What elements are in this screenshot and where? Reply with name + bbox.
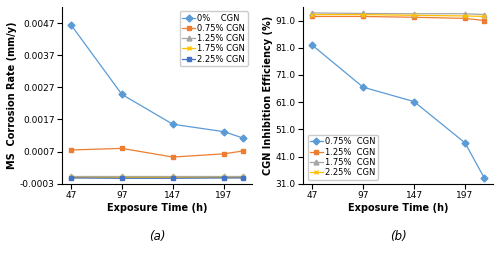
- 0%    CGN: [119, 93, 125, 96]
- 1.75% CGN: [221, 175, 227, 178]
- 0.75%  CGN: [462, 141, 468, 144]
- 1.25% CGN: [221, 174, 227, 177]
- 0%    CGN: [221, 130, 227, 133]
- Line: 1.75% CGN: 1.75% CGN: [68, 174, 246, 179]
- 1.75% CGN: [240, 175, 246, 178]
- 0.75% CGN: [221, 152, 227, 155]
- 1.25%  CGN: [411, 16, 417, 19]
- 1.25%  CGN: [462, 17, 468, 20]
- Line: 0.75% CGN: 0.75% CGN: [68, 146, 246, 160]
- 1.25%  CGN: [482, 19, 488, 22]
- 0.75% CGN: [240, 149, 246, 152]
- 0%    CGN: [170, 123, 176, 126]
- Line: 2.25% CGN: 2.25% CGN: [68, 176, 246, 181]
- 1.75%  CGN: [462, 12, 468, 15]
- 0.75%  CGN: [482, 177, 488, 180]
- 2.25%  CGN: [309, 13, 315, 16]
- 0.75%  CGN: [309, 43, 315, 47]
- Legend: 0.75%  CGN, 1.25%  CGN, 1.75%  CGN, 2.25%  CGN: 0.75% CGN, 1.25% CGN, 1.75% CGN, 2.25% C…: [308, 135, 378, 180]
- 2.25%  CGN: [482, 15, 488, 18]
- 1.75%  CGN: [482, 13, 488, 16]
- 2.25% CGN: [119, 177, 125, 180]
- 1.75% CGN: [68, 175, 74, 178]
- 1.25%  CGN: [360, 15, 366, 18]
- Line: 1.75%  CGN: 1.75% CGN: [310, 11, 487, 17]
- Line: 2.25%  CGN: 2.25% CGN: [310, 12, 487, 19]
- Line: 1.25%  CGN: 1.25% CGN: [310, 14, 487, 23]
- 0.75%  CGN: [360, 86, 366, 89]
- 1.75%  CGN: [309, 11, 315, 14]
- 2.25% CGN: [68, 176, 74, 179]
- 1.75% CGN: [170, 175, 176, 178]
- 1.75%  CGN: [360, 12, 366, 15]
- 0.75% CGN: [68, 149, 74, 152]
- 1.75%  CGN: [411, 12, 417, 15]
- 0.75%  CGN: [411, 100, 417, 103]
- 0%    CGN: [240, 136, 246, 140]
- Text: (a): (a): [149, 230, 166, 243]
- X-axis label: Exposure Time (h): Exposure Time (h): [348, 203, 448, 213]
- Line: 1.25% CGN: 1.25% CGN: [68, 173, 246, 178]
- 2.25%  CGN: [462, 14, 468, 17]
- 2.25%  CGN: [360, 13, 366, 16]
- 2.25% CGN: [240, 176, 246, 179]
- Y-axis label: CGN Inhibition Efficiency (%): CGN Inhibition Efficiency (%): [263, 16, 273, 175]
- 2.25% CGN: [221, 176, 227, 179]
- X-axis label: Exposure Time (h): Exposure Time (h): [107, 203, 208, 213]
- 1.25% CGN: [170, 174, 176, 177]
- 2.25% CGN: [170, 177, 176, 180]
- 0%    CGN: [68, 23, 74, 26]
- 0.75% CGN: [119, 147, 125, 150]
- Line: 0.75%  CGN: 0.75% CGN: [310, 43, 487, 181]
- 2.25%  CGN: [411, 14, 417, 17]
- 1.25%  CGN: [309, 15, 315, 18]
- Text: (b): (b): [390, 230, 406, 243]
- 1.25% CGN: [119, 174, 125, 177]
- Line: 0%    CGN: 0% CGN: [68, 22, 246, 141]
- 0.75% CGN: [170, 155, 176, 159]
- Legend: 0%    CGN, 0.75% CGN, 1.25% CGN, 1.75% CGN, 2.25% CGN: 0% CGN, 0.75% CGN, 1.25% CGN, 1.75% CGN,…: [180, 11, 248, 66]
- Y-axis label: MS  Corrosion Rate (mm/y): MS Corrosion Rate (mm/y): [7, 22, 17, 169]
- 1.75% CGN: [119, 175, 125, 178]
- 1.25% CGN: [240, 174, 246, 177]
- 1.25% CGN: [68, 174, 74, 177]
